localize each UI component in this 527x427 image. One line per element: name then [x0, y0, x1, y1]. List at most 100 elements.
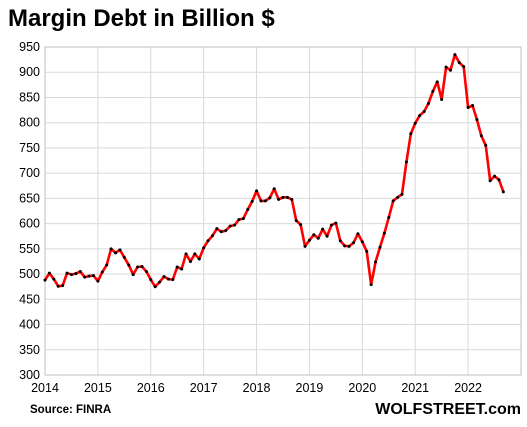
data-point: [453, 53, 457, 57]
data-point: [136, 265, 140, 269]
data-point: [228, 224, 232, 228]
data-point: [83, 275, 87, 279]
data-point: [440, 97, 444, 101]
data-point: [268, 196, 272, 200]
x-tick-label: 2022: [454, 381, 482, 395]
y-tick-label: 300: [19, 368, 40, 382]
data-point: [497, 178, 501, 182]
x-tick-label: 2016: [137, 381, 165, 395]
data-point: [338, 239, 342, 243]
data-point: [387, 216, 391, 220]
y-tick-label: 900: [19, 65, 40, 79]
y-tick-label: 350: [19, 343, 40, 357]
data-point: [352, 241, 356, 245]
data-point: [479, 134, 483, 138]
data-point: [426, 102, 430, 106]
data-point: [224, 229, 228, 233]
data-point: [65, 271, 69, 275]
data-point: [193, 252, 197, 256]
data-point: [210, 234, 214, 238]
data-point: [197, 257, 201, 261]
data-point: [272, 187, 276, 191]
data-point: [365, 249, 369, 253]
data-point: [299, 223, 303, 227]
data-point: [374, 260, 378, 264]
x-tick-label: 2018: [243, 381, 271, 395]
data-point: [347, 244, 351, 248]
data-point: [233, 223, 237, 227]
data-point: [162, 275, 166, 279]
data-point: [241, 217, 245, 221]
data-point: [206, 239, 210, 243]
data-point: [131, 273, 135, 277]
data-point: [114, 251, 118, 255]
data-point: [334, 221, 338, 225]
y-axis: 300 350 400 450 500 550 600 650 700 750 800 850 900 9…: [19, 40, 40, 382]
data-point: [87, 274, 91, 278]
data-point: [325, 234, 329, 238]
data-point: [466, 106, 470, 110]
data-point: [184, 252, 188, 256]
data-point: [356, 232, 360, 236]
data-point: [285, 195, 289, 199]
data-point: [493, 174, 497, 178]
data-point: [462, 65, 466, 69]
data-point: [431, 89, 435, 93]
y-tick-label: 650: [19, 191, 40, 205]
data-point: [290, 197, 294, 201]
y-tick-label: 850: [19, 90, 40, 104]
data-point: [180, 267, 184, 271]
data-point: [360, 240, 364, 244]
plot-area-border: [44, 46, 522, 376]
data-point: [488, 179, 492, 183]
data-point: [175, 265, 179, 269]
data-point: [312, 233, 316, 237]
data-point: [219, 230, 223, 234]
y-tick-label: 950: [19, 40, 40, 54]
data-point: [69, 273, 73, 277]
data-point: [396, 195, 400, 199]
data-point: [144, 270, 148, 274]
data-point: [158, 280, 162, 284]
x-axis: 2014 2015 2016 2017 2018 2019 2020 2021 2022: [31, 381, 482, 395]
data-point: [303, 244, 307, 248]
data-point: [382, 231, 386, 235]
data-point: [47, 271, 51, 275]
data-point: [471, 104, 475, 108]
data-point: [484, 143, 488, 147]
data-point: [448, 68, 452, 72]
data-point: [457, 61, 461, 65]
data-point: [78, 270, 82, 274]
data-point: [343, 244, 347, 248]
data-point: [118, 248, 122, 252]
y-tick-label: 400: [19, 318, 40, 332]
data-point: [105, 263, 109, 267]
data-point: [255, 189, 259, 193]
data-point: [263, 199, 267, 203]
data-point: [475, 118, 479, 122]
data-point: [246, 207, 250, 211]
data-point: [259, 199, 263, 203]
data-point: [237, 218, 241, 222]
data-point: [307, 238, 311, 242]
x-tick-label: 2017: [190, 381, 218, 395]
data-point: [166, 277, 170, 281]
data-point: [140, 265, 144, 269]
y-tick-label: 550: [19, 242, 40, 256]
data-point: [400, 192, 404, 196]
y-tick-label: 700: [19, 166, 40, 180]
data-point: [43, 278, 47, 282]
data-point: [316, 236, 320, 240]
data-point: [215, 227, 219, 231]
data-point: [188, 259, 192, 263]
data-point: [56, 284, 60, 288]
data-point: [61, 284, 65, 288]
data-point: [74, 272, 78, 276]
data-point: [409, 132, 413, 136]
data-point: [422, 110, 426, 114]
x-tick-label: 2019: [296, 381, 324, 395]
data-point: [413, 121, 417, 125]
data-point: [321, 227, 325, 231]
x-tick-label: 2020: [348, 381, 376, 395]
